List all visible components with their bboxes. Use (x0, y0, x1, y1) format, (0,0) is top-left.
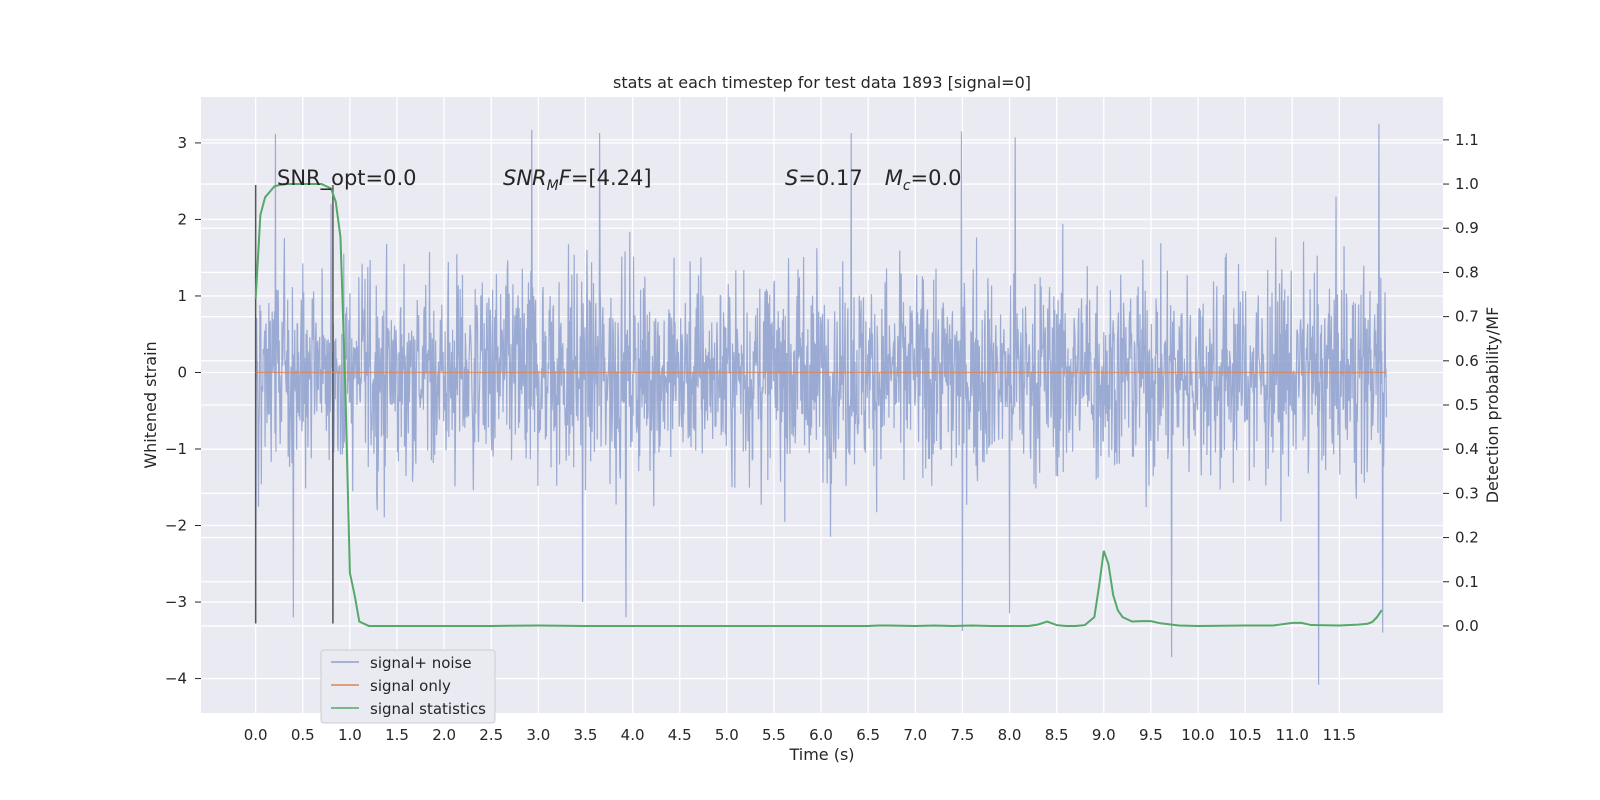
legend-label-signal-noise: signal+ noise (370, 654, 472, 672)
y-tick-label: −1 (165, 440, 187, 458)
x-axis-label: Time (s) (788, 745, 854, 764)
y-tick-labels: −4 −3 −2 −1 0 1 2 3 (165, 134, 201, 688)
y-tick-label: −3 (165, 593, 187, 611)
y-tick-label: −4 (165, 670, 187, 688)
x-tick-label: 4.0 (621, 726, 645, 744)
y-tick-label: 0 (177, 363, 187, 381)
y2-tick-label: 0.1 (1455, 573, 1479, 591)
x-tick-label: 10.5 (1228, 726, 1261, 744)
x-tick-label: 8.0 (998, 726, 1022, 744)
vertical-markers (254, 185, 334, 624)
y2-tick-label: 0.5 (1455, 396, 1479, 414)
x-tick-label: 7.0 (903, 726, 927, 744)
y2-tick-label: 0.4 (1455, 440, 1479, 458)
x-tick-labels: 0.0 0.5 1.0 1.5 2.0 2.5 3.0 3.5 4.0 4.5 5.0 5.5 6.0 6… (244, 726, 1356, 744)
y-tick-label: −2 (165, 517, 187, 535)
y-tick-label: 2 (177, 210, 187, 228)
y-axis-label: Whitened strain (141, 341, 160, 468)
x-tick-label: 7.5 (950, 726, 974, 744)
y2-tick-label: 0.0 (1455, 617, 1479, 635)
y2-tick-label: 0.6 (1455, 352, 1479, 370)
annotation-snr-opt: SNR_opt=0.0 (277, 166, 417, 191)
noise-trace (255, 123, 1388, 685)
y2-tick-label: 1.1 (1455, 131, 1479, 149)
x-tick-label: 5.0 (715, 726, 739, 744)
signal-statistics-line (254, 183, 1383, 627)
y2-tick-label: 0.2 (1455, 529, 1479, 547)
signal-statistics-series (254, 183, 1383, 627)
x-tick-label: 2.0 (432, 726, 456, 744)
y-tick-label: 1 (177, 287, 187, 305)
chart-title: stats at each timestep for test data 189… (613, 73, 1031, 92)
y2-axis-label: Detection probability/MF (1483, 307, 1502, 504)
x-tick-label: 9.5 (1139, 726, 1163, 744)
legend-label-signal-only: signal only (370, 677, 451, 695)
x-tick-label: 11.0 (1276, 726, 1309, 744)
x-tick-label: 8.5 (1045, 726, 1069, 744)
y-tick-label: 3 (177, 134, 187, 152)
y2-tick-label: 0.8 (1455, 263, 1479, 281)
x-tick-label: 6.5 (856, 726, 880, 744)
x-tick-label: 5.5 (762, 726, 786, 744)
legend: signal+ noise signal only signal statist… (320, 649, 496, 724)
legend-label-signal-statistics: signal statistics (370, 700, 486, 718)
x-tick-label: 3.0 (526, 726, 550, 744)
x-tick-label: 11.5 (1323, 726, 1356, 744)
legend-box (320, 649, 496, 724)
y2-tick-label: 0.3 (1455, 484, 1479, 502)
x-tick-label: 4.5 (668, 726, 692, 744)
y2-tick-labels: 0.0 0.1 0.2 0.3 0.4 0.5 0.6 0.7 0.8 0.9 1.0 1.1 (1443, 131, 1479, 635)
y2-tick-label: 1.0 (1455, 175, 1479, 193)
x-tick-label: 3.5 (574, 726, 598, 744)
x-tick-label: 10.0 (1181, 726, 1214, 744)
x-tick-label: 1.5 (385, 726, 409, 744)
noise-series (255, 123, 1388, 685)
annotation-snr-mf: SNRMF=[4.24] (503, 166, 652, 194)
y2-tick-label: 0.9 (1455, 219, 1479, 237)
y2-tick-label: 0.7 (1455, 308, 1479, 326)
x-tick-label: 1.0 (338, 726, 362, 744)
x-tick-label: 2.5 (479, 726, 503, 744)
annotation-s-mc: S=0.17 Mc=0.0 (785, 166, 962, 194)
annotations: SNR_opt=0.0 SNRMF=[4.24] S=0.17 Mc=0.0 (277, 166, 962, 194)
x-tick-label: 6.0 (809, 726, 833, 744)
x-tick-label: 0.0 (244, 726, 268, 744)
x-tick-label: 0.5 (291, 726, 315, 744)
x-tick-label: 9.0 (1092, 726, 1116, 744)
